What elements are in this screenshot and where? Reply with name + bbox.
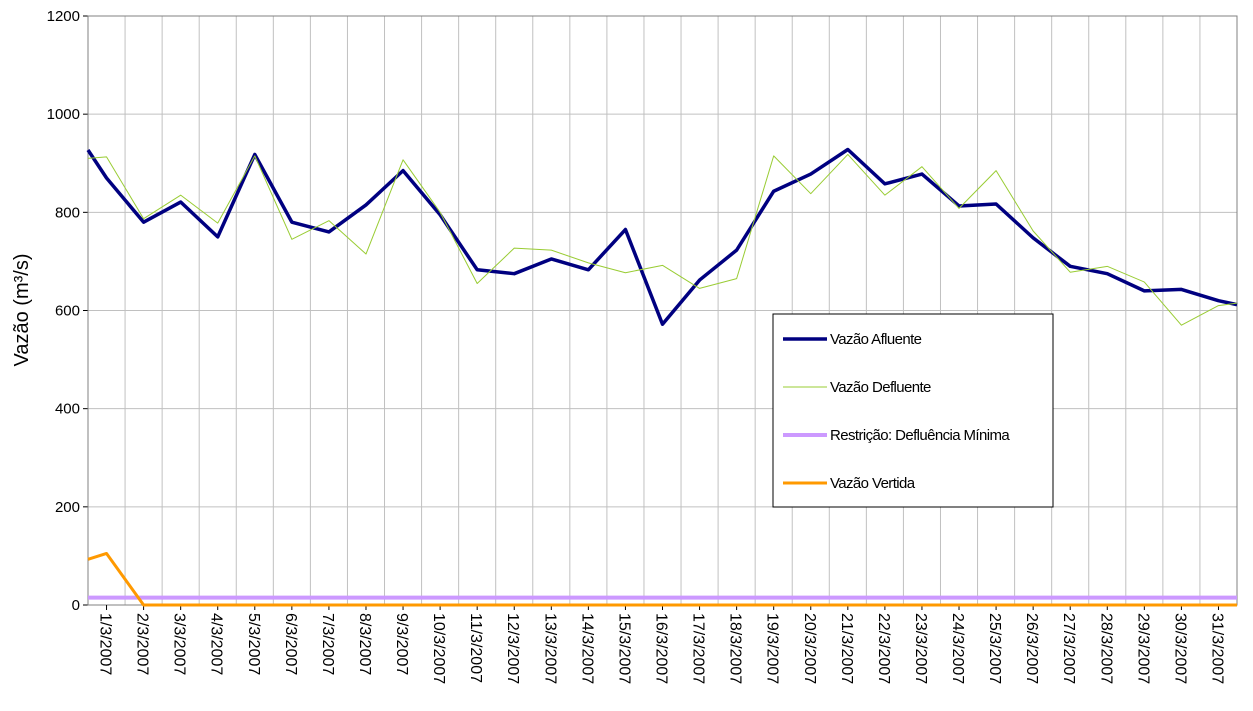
x-tick-label: 15/3/2007 [615,613,632,684]
x-tick-label: 31/3/2007 [1208,613,1225,684]
legend-box [772,313,1054,508]
x-tick-label: 17/3/2007 [690,613,707,684]
y-tick-label: 1000 [47,106,80,123]
x-tick-label: 29/3/2007 [1134,613,1151,684]
x-tick-label: 7/3/2007 [319,613,336,675]
x-tick-label: 21/3/2007 [838,613,855,684]
y-tick-label: 800 [55,204,80,221]
x-tick-label: 16/3/2007 [653,613,670,684]
x-tick-label: 23/3/2007 [912,613,929,684]
x-tick-label: 11/3/2007 [467,613,484,683]
x-tick-label: 30/3/2007 [1171,613,1188,684]
y-tick-label: 200 [55,499,80,516]
x-tick-label: 14/3/2007 [578,613,595,684]
legend-label: Vazão Defluente [830,379,931,396]
y-axis-title: Vazão (m³/s) [11,254,33,367]
series-line [86,147,1238,326]
x-tick-label: 19/3/2007 [764,613,781,684]
x-tick-label: 28/3/2007 [1097,613,1114,684]
x-tick-label: 12/3/2007 [504,613,521,684]
x-tick-label: 22/3/2007 [875,613,892,684]
x-tick-label: 26/3/2007 [1023,613,1040,684]
x-tick-label: 2/3/2007 [134,613,151,675]
x-tick-label: 20/3/2007 [801,613,818,684]
x-tick-label: 13/3/2007 [541,613,558,684]
legend-label: Vazão Afluente [830,331,922,348]
x-tick-label: 27/3/2007 [1060,613,1077,684]
series-line [87,153,1238,326]
x-tick-label: 6/3/2007 [282,613,299,675]
x-tick-label: 3/3/2007 [171,613,188,675]
legend-label: Vazão Vertida [830,475,916,492]
x-tick-label: 24/3/2007 [949,613,966,684]
y-tick-label: 400 [55,401,80,418]
legend-label: Restrição: Defluência Mínima [830,427,1010,444]
y-tick-label: 1200 [47,8,80,25]
x-tick-label: 1/3/2007 [97,613,114,675]
x-tick-label: 5/3/2007 [245,613,262,675]
y-tick-label: 600 [55,303,80,320]
x-tick-label: 18/3/2007 [727,613,744,684]
x-tick-label: 25/3/2007 [986,613,1003,684]
x-tick-label: 9/3/2007 [393,613,410,675]
series-line [87,551,1237,607]
y-tick-label: 0 [72,597,80,614]
x-tick-label: 8/3/2007 [356,613,373,675]
x-tick-label: 4/3/2007 [208,613,225,675]
x-tick-label: 10/3/2007 [430,613,447,684]
